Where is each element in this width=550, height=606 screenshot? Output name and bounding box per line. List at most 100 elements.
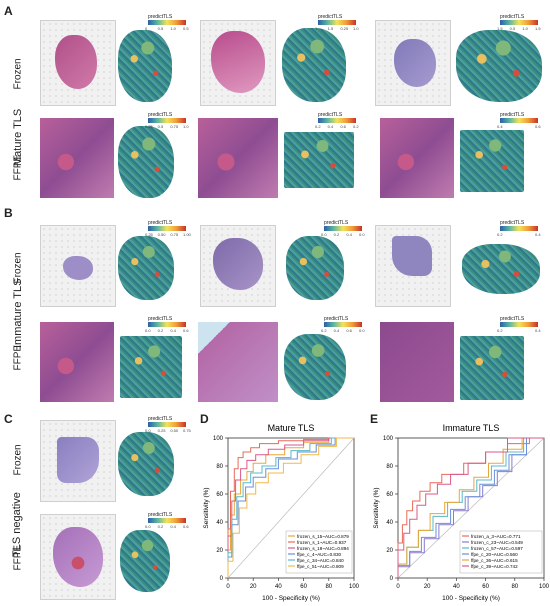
colorbar-tick-label: 0.6	[346, 328, 352, 333]
he-section-a-ffpe-1	[40, 118, 114, 198]
y-tick-label: 60	[386, 492, 393, 498]
colorbar-tick-label: 0.4	[535, 232, 541, 237]
he-section-b-ffpe-3	[380, 322, 454, 402]
roc-curve	[227, 437, 354, 578]
roc-curve	[397, 437, 544, 578]
he-slide-b-frozen-3	[375, 225, 451, 307]
colorbar-title: predictTLS	[500, 112, 525, 118]
colorbar-title: predictTLS	[148, 112, 173, 118]
colorbar-tick-label: 1.5	[327, 26, 334, 31]
colorbar-title: predictTLS	[318, 112, 343, 118]
colorbar-tick-label: 0.2	[157, 328, 164, 333]
colorbar-tick-label: 0.25	[145, 124, 153, 129]
he-slide-a-frozen-2	[200, 20, 276, 106]
predict-heatmap-a-ffpe-3	[460, 130, 524, 192]
roc-curve	[227, 437, 354, 578]
tissue-section	[213, 238, 263, 290]
colorbar-tick-label: 0.75	[170, 124, 179, 129]
colorbar	[148, 20, 186, 25]
colorbar-tick-label: 0.4	[170, 524, 176, 529]
tissue-section	[394, 39, 436, 87]
he-slide-a-frozen-1	[40, 20, 116, 106]
y-axis-label: Sensitivity (%)	[203, 487, 210, 528]
y-tick-label: 0	[390, 576, 394, 582]
y-tick-label: 100	[213, 436, 224, 442]
colorbar-tick-label: 0	[145, 26, 148, 31]
colorbar-tick-label: 0.50	[170, 428, 179, 433]
x-tick-label: 0	[396, 584, 400, 590]
x-tick-label: 80	[325, 584, 332, 590]
x-axis-label: 100 - Specificity (%)	[442, 595, 500, 602]
panel-label-d: D	[200, 412, 209, 426]
predict-heatmap-a-frozen-2	[282, 28, 346, 102]
colorbar-title: predictTLS	[148, 416, 173, 422]
predict-heatmap-a-frozen-3	[456, 30, 542, 102]
colorbar-tick-label: 0.0	[145, 428, 151, 433]
colorbar-title: predictTLS	[500, 316, 525, 322]
row-label-b-ffpe: FFPE	[12, 344, 24, 371]
colorbar-tick-label: 0.25	[145, 232, 153, 237]
colorbar-tick-label: 0.2	[497, 328, 503, 333]
plot-frame	[227, 437, 355, 579]
panel-label-a: A	[4, 4, 13, 18]
colorbar-tick-label: 1.5	[535, 26, 541, 31]
tissue-section	[57, 437, 99, 483]
colorbar-tick-label: 0.2	[157, 524, 164, 529]
legend-entry: frozen_c_23~AUC=0.549	[471, 540, 523, 545]
x-tick-label: 0	[226, 584, 230, 590]
x-tick-label: 40	[275, 584, 282, 590]
tissue-section	[53, 527, 103, 587]
colorbar	[500, 20, 538, 25]
colorbar-tick-label: 0.75	[183, 428, 191, 433]
legend-entry: frozen_s_15~AUC=0.879	[297, 534, 349, 539]
colorbar	[148, 226, 186, 231]
tissue-section	[211, 31, 265, 93]
legend-entry: ffpe_c_20~AUC=0.560	[471, 552, 518, 557]
colorbar-tick-label: 0.5	[183, 26, 189, 31]
tissue-section	[63, 256, 93, 280]
he-slide-c-frozen-1	[40, 420, 116, 502]
predict-heatmap-a-frozen-1	[118, 30, 172, 102]
legend-box	[285, 530, 353, 574]
reference-diagonal	[397, 437, 545, 579]
colorbar-tick-label: 0.4	[327, 124, 334, 129]
colorbar-tick-label: 0.4	[333, 328, 340, 333]
colorbar-tick-label: 0.25	[157, 428, 166, 433]
colorbar-tick-label: 0.0	[359, 232, 365, 237]
colorbar	[148, 422, 186, 427]
legend-entry: ffpe_c_36~AUC=0.615	[471, 558, 518, 563]
colorbar-tick-label: 0.2	[315, 124, 321, 129]
chart-title: Immature TLS	[443, 423, 500, 433]
he-slide-b-frozen-1	[40, 225, 116, 307]
roc-curve	[397, 437, 544, 578]
he-slide-b-frozen-2	[200, 225, 276, 307]
predict-heatmap-c-ffpe-1	[120, 530, 170, 592]
x-tick-label: 40	[453, 584, 460, 590]
colorbar-tick-label: 0.0	[359, 328, 365, 333]
tissue-section	[392, 236, 432, 276]
x-tick-label: 20	[424, 584, 431, 590]
colorbar-tick-label: 0.6	[340, 124, 346, 129]
roc-chart-immature: Immature TLS 0 20 40 60 80 100 0 20 40 60 80 100 100 …	[373, 423, 550, 602]
colorbar	[318, 118, 356, 123]
colorbar-tick-label: 0.2	[333, 232, 340, 237]
colorbar-tick-label: 0.75	[170, 232, 179, 237]
colorbar	[148, 322, 186, 327]
colorbar-tick-label: 0.4	[170, 328, 176, 333]
legend-entry: frozen_s_1~AUC=0.937	[297, 540, 347, 545]
tissue-section	[55, 35, 97, 89]
colorbar-tick-label: 0.4	[497, 124, 503, 129]
panel-label-b: B	[4, 206, 13, 220]
colorbar-tick-label: 0.6	[183, 328, 189, 333]
row-label-c-ffpe: FFPE	[12, 544, 24, 571]
colorbar-tick-label: 1.0	[522, 26, 528, 31]
chart-title: Mature TLS	[268, 423, 315, 433]
predict-heatmap-b-ffpe-1	[120, 336, 182, 398]
colorbar	[324, 226, 362, 231]
plot-frame	[397, 437, 545, 579]
colorbar-tick-label: 0.0	[145, 524, 151, 529]
colorbar-title: predictTLS	[148, 512, 173, 518]
roc-curve	[397, 437, 544, 578]
he-section-b-ffpe-2	[198, 322, 278, 402]
roc-curve	[227, 437, 354, 578]
